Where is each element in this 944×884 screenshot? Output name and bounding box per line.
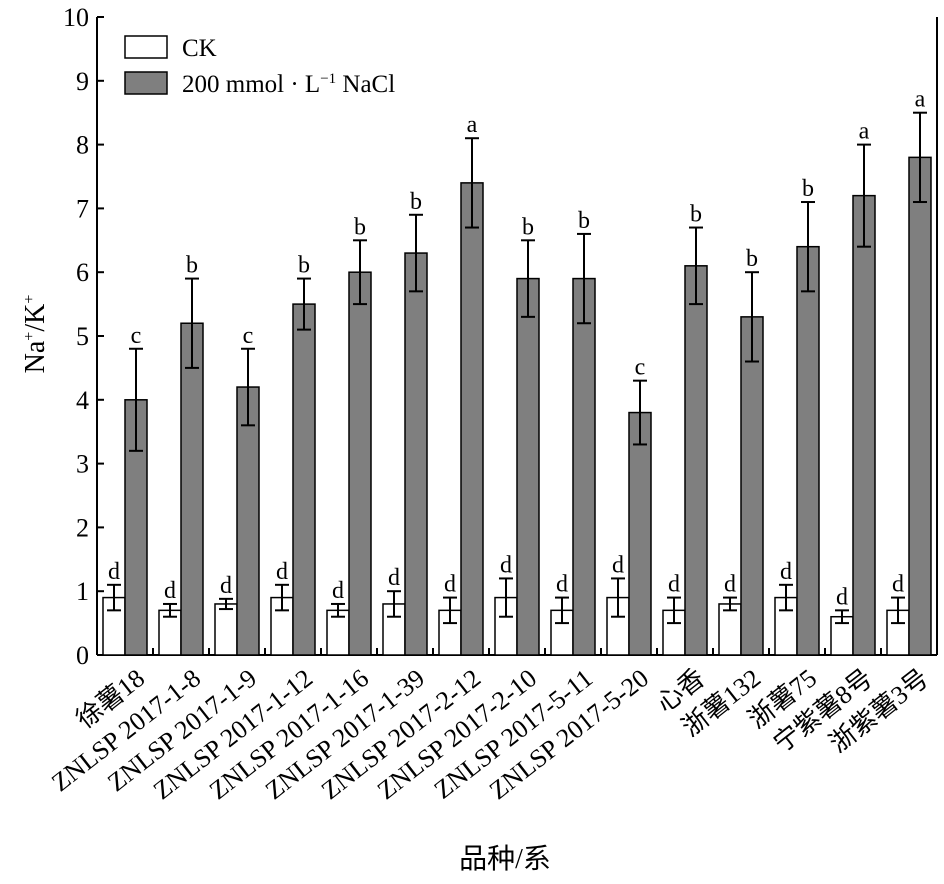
sig-label-ck-9: d (612, 552, 624, 578)
y-tick-label-6: 6 (76, 258, 89, 287)
bar-nacl-4 (348, 271, 372, 656)
sig-label-ck-13: d (836, 584, 848, 610)
bar-nacl-14 (908, 156, 932, 656)
sig-label-nacl-8: b (578, 208, 590, 234)
legend-label-nacl-main: 200 mmol · L (182, 71, 320, 98)
sig-label-ck-12: d (780, 559, 792, 585)
bar-ck-2 (214, 603, 238, 656)
x-axis-title: 品种/系 (459, 843, 551, 875)
sig-label-ck-0: d (108, 559, 120, 585)
y-tick-label-9: 9 (76, 67, 89, 96)
sig-label-nacl-13: a (859, 119, 870, 145)
y-axis-title-sep: /K (20, 304, 51, 332)
sig-label-nacl-2: c (243, 323, 254, 349)
sig-label-ck-1: d (164, 578, 176, 604)
bar-nacl-2 (236, 386, 260, 656)
sig-label-nacl-12: b (802, 176, 814, 202)
y-tick-label-10: 10 (63, 3, 89, 32)
legend-label-nacl-tail: NaCl (336, 71, 395, 98)
sig-label-ck-2: d (220, 573, 232, 599)
sig-label-ck-4: d (332, 578, 344, 604)
sig-label-nacl-4: b (354, 214, 366, 240)
bar-nacl-7 (516, 277, 540, 656)
bar-nacl-6 (460, 182, 484, 656)
sig-label-ck-8: d (556, 572, 568, 598)
y-tick-label-0: 0 (76, 641, 89, 670)
bar-nacl-1 (180, 322, 204, 656)
sig-label-nacl-9: c (635, 355, 646, 381)
sig-label-nacl-1: b (186, 253, 198, 279)
sig-label-nacl-3: b (298, 253, 310, 279)
sig-label-nacl-5: b (410, 189, 422, 215)
y-tick-label-1: 1 (76, 577, 89, 606)
bar-nacl-9 (628, 411, 652, 656)
y-tick-label-2: 2 (76, 513, 89, 542)
legend: CK 200 mmol · L−1 NaCl (124, 35, 395, 98)
sig-label-nacl-10: b (690, 202, 702, 228)
bar-nacl-5 (404, 252, 428, 656)
sig-label-nacl-6: a (467, 112, 478, 138)
sig-label-nacl-11: b (746, 246, 758, 272)
sig-label-nacl-7: b (522, 214, 534, 240)
legend-swatch-nacl (124, 71, 168, 95)
sig-label-ck-10: d (668, 572, 680, 598)
y-tick-label-5: 5 (76, 322, 89, 351)
y-axis-title-plus1: + (21, 332, 38, 341)
y-tick-label-4: 4 (76, 386, 89, 415)
sig-label-ck-7: d (500, 552, 512, 578)
sig-label-ck-14: d (892, 572, 904, 598)
y-axis-title: Na+/K+ (20, 295, 51, 374)
bar-nacl-10 (684, 265, 708, 656)
y-tick-label-7: 7 (76, 194, 89, 223)
legend-swatch-ck (124, 35, 168, 59)
legend-label-nacl: 200 mmol · L−1 NaCl (182, 71, 395, 98)
sig-label-ck-11: d (724, 572, 736, 598)
y-tick-label-3: 3 (76, 450, 89, 479)
y-axis-title-na: Na (20, 340, 51, 373)
legend-label-ck: CK (182, 35, 217, 62)
bar-ck-11 (718, 603, 742, 656)
sig-label-ck-5: d (388, 565, 400, 591)
sig-label-nacl-14: a (915, 87, 926, 113)
bar-nacl-3 (292, 303, 316, 656)
bar-nacl-13 (852, 194, 876, 656)
y-axis-title-plus2: + (21, 295, 38, 304)
bar-nacl-8 (572, 277, 596, 656)
legend-label-nacl-sup: −1 (320, 71, 336, 87)
sig-label-nacl-0: c (131, 323, 142, 349)
bar-nacl-11 (740, 316, 764, 656)
bar-nacl-12 (796, 245, 820, 656)
sig-label-ck-6: d (444, 572, 456, 598)
sig-label-ck-3: d (276, 559, 288, 585)
y-tick-label-8: 8 (76, 131, 89, 160)
